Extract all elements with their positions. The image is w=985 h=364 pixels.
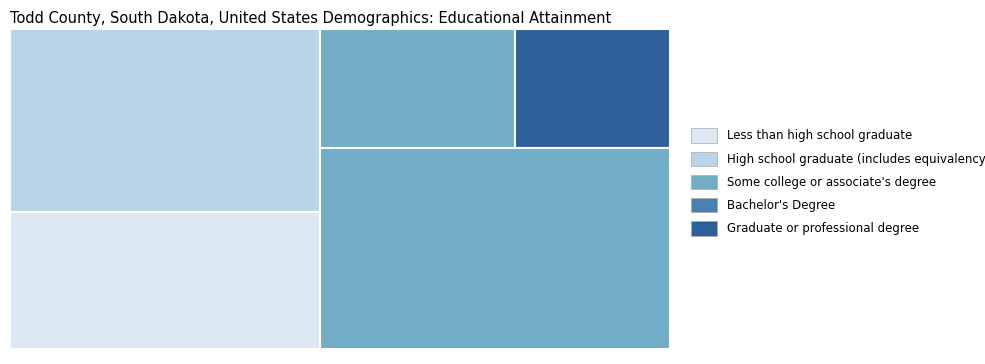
Legend: Less than high school graduate, High school graduate (includes equivalency), Som: Less than high school graduate, High sch… (686, 122, 985, 242)
Text: Todd County, South Dakota, United States Demographics: Educational Attainment: Todd County, South Dakota, United States… (10, 11, 611, 26)
Bar (10, 212, 320, 349)
Bar (320, 148, 670, 349)
Bar (320, 29, 515, 148)
Bar (10, 29, 320, 212)
Bar (515, 29, 670, 148)
